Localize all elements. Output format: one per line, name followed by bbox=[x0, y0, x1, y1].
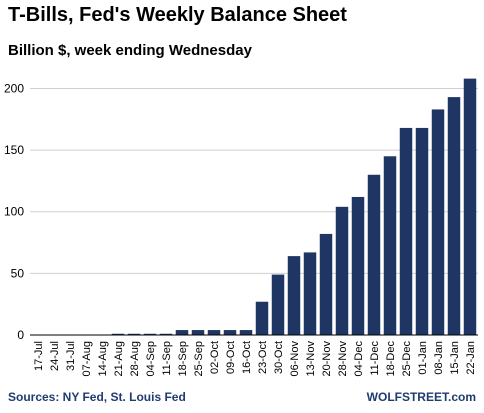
x-tick-label: 04-Sep bbox=[145, 341, 157, 376]
x-tick-label: 25-Sep bbox=[193, 341, 205, 376]
x-tick-label: 20-Nov bbox=[321, 341, 333, 377]
x-tick-label: 28-Aug bbox=[129, 341, 141, 376]
x-tick-label: 06-Nov bbox=[289, 341, 301, 377]
bar bbox=[351, 196, 365, 335]
bar bbox=[367, 174, 381, 335]
x-tick-label: 11-Dec bbox=[369, 341, 381, 376]
x-tick-label: 30-Oct bbox=[273, 341, 285, 374]
bar bbox=[159, 333, 173, 335]
y-tick-label: 50 bbox=[11, 266, 25, 280]
bar bbox=[239, 330, 253, 335]
x-tick-label: 11-Sep bbox=[161, 341, 173, 376]
x-tick-label: 21-Aug bbox=[113, 341, 125, 376]
bar bbox=[127, 333, 141, 335]
bar bbox=[383, 156, 397, 335]
bar bbox=[463, 78, 477, 336]
bar bbox=[335, 206, 349, 335]
x-tick-label: 04-Dec bbox=[353, 341, 365, 377]
bar bbox=[207, 330, 221, 335]
x-tick-label: 09-Oct bbox=[225, 341, 237, 374]
sources-note: Sources: NY Fed, St. Louis Fed bbox=[8, 390, 186, 404]
x-tick-label: 02-Oct bbox=[209, 341, 221, 374]
bar bbox=[287, 256, 301, 335]
bar bbox=[447, 97, 461, 336]
brand-logo-text: WOLFSTREET.com bbox=[366, 390, 476, 404]
bar bbox=[319, 233, 333, 335]
x-tick-label: 18-Dec bbox=[385, 341, 397, 377]
bar bbox=[431, 109, 445, 335]
x-tick-label: 28-Nov bbox=[337, 341, 349, 377]
x-tick-label: 13-Nov bbox=[305, 341, 317, 377]
chart-title: T-Bills, Fed's Weekly Balance Sheet bbox=[8, 4, 347, 26]
bar bbox=[271, 274, 285, 335]
x-tick-label: 16-Oct bbox=[241, 341, 253, 374]
x-tick-label: 17-Jul bbox=[33, 341, 45, 371]
bar bbox=[111, 333, 125, 335]
y-tick-label: 150 bbox=[4, 143, 24, 157]
bar bbox=[223, 330, 237, 335]
y-tick-label: 200 bbox=[4, 81, 24, 95]
y-tick-label: 0 bbox=[17, 328, 24, 342]
x-tick-label: 25-Dec bbox=[401, 341, 413, 377]
x-tick-label: 24-Jul bbox=[49, 341, 61, 371]
bar bbox=[143, 333, 157, 335]
bar bbox=[399, 127, 413, 335]
x-tick-label: 15-Jan bbox=[449, 341, 461, 375]
bar bbox=[255, 301, 269, 335]
chart-subtitle: Billion $, week ending Wednesday bbox=[8, 42, 252, 59]
x-tick-label: 01-Jan bbox=[417, 341, 429, 375]
x-tick-label: 31-Jul bbox=[65, 341, 77, 371]
bar bbox=[191, 330, 205, 335]
x-tick-label: 08-Jan bbox=[433, 341, 445, 375]
bar bbox=[175, 330, 189, 335]
bar bbox=[415, 127, 429, 335]
x-tick-label: 07-Aug bbox=[81, 341, 93, 376]
x-tick-label: 18-Sep bbox=[177, 341, 189, 376]
y-tick-label: 100 bbox=[4, 205, 24, 219]
bar bbox=[303, 252, 317, 335]
x-tick-label: 23-Oct bbox=[257, 341, 269, 374]
x-tick-label: 22-Jan bbox=[465, 341, 477, 375]
x-tick-label: 14-Aug bbox=[97, 341, 109, 376]
